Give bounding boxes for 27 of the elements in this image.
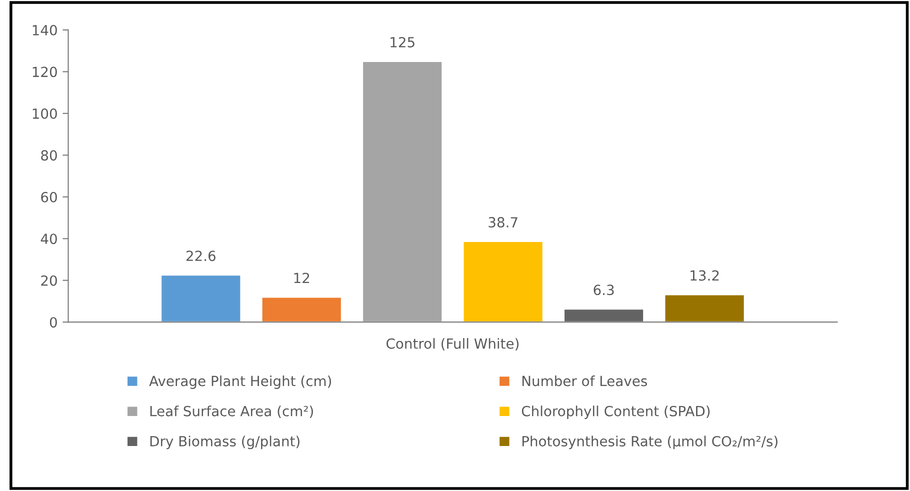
data-label: 125 <box>390 36 414 48</box>
y-tick-label: 60 <box>41 192 57 202</box>
legend-label: Average Plant Height (cm) <box>149 375 332 389</box>
data-label: 6.3 <box>594 284 614 296</box>
y-tick-label: 20 <box>41 275 57 286</box>
data-label: 13.2 <box>690 270 719 281</box>
bar <box>160 274 242 322</box>
legend-label: Number of Leaves <box>522 375 647 386</box>
bar <box>462 240 544 322</box>
legend-label: Chlorophyll Content (SPAD) <box>522 406 710 420</box>
data-label: 22.6 <box>186 250 216 262</box>
y-tick-label: 40 <box>40 234 57 244</box>
data-label: 38.7 <box>488 217 518 228</box>
data-label: 12 <box>294 272 310 284</box>
x-tick-label: Control (Full White) <box>386 338 519 350</box>
y-tick-label: 80 <box>41 150 57 161</box>
bar <box>664 294 746 322</box>
legend-label: Leaf Surface Area (cm²) <box>150 406 313 418</box>
bar <box>260 296 342 322</box>
legend-label: Dry Biomass (g/plant) <box>150 436 300 450</box>
y-tick-label: 100 <box>32 108 57 119</box>
bar <box>362 60 444 322</box>
legend-label: Photosynthesis Rate (µmol CO₂/m²/s) <box>522 436 778 450</box>
y-tick-label: 120 <box>32 66 57 78</box>
y-tick-label: 140 <box>32 24 57 36</box>
bar <box>563 308 645 322</box>
y-tick-label: 0 <box>50 317 57 328</box>
